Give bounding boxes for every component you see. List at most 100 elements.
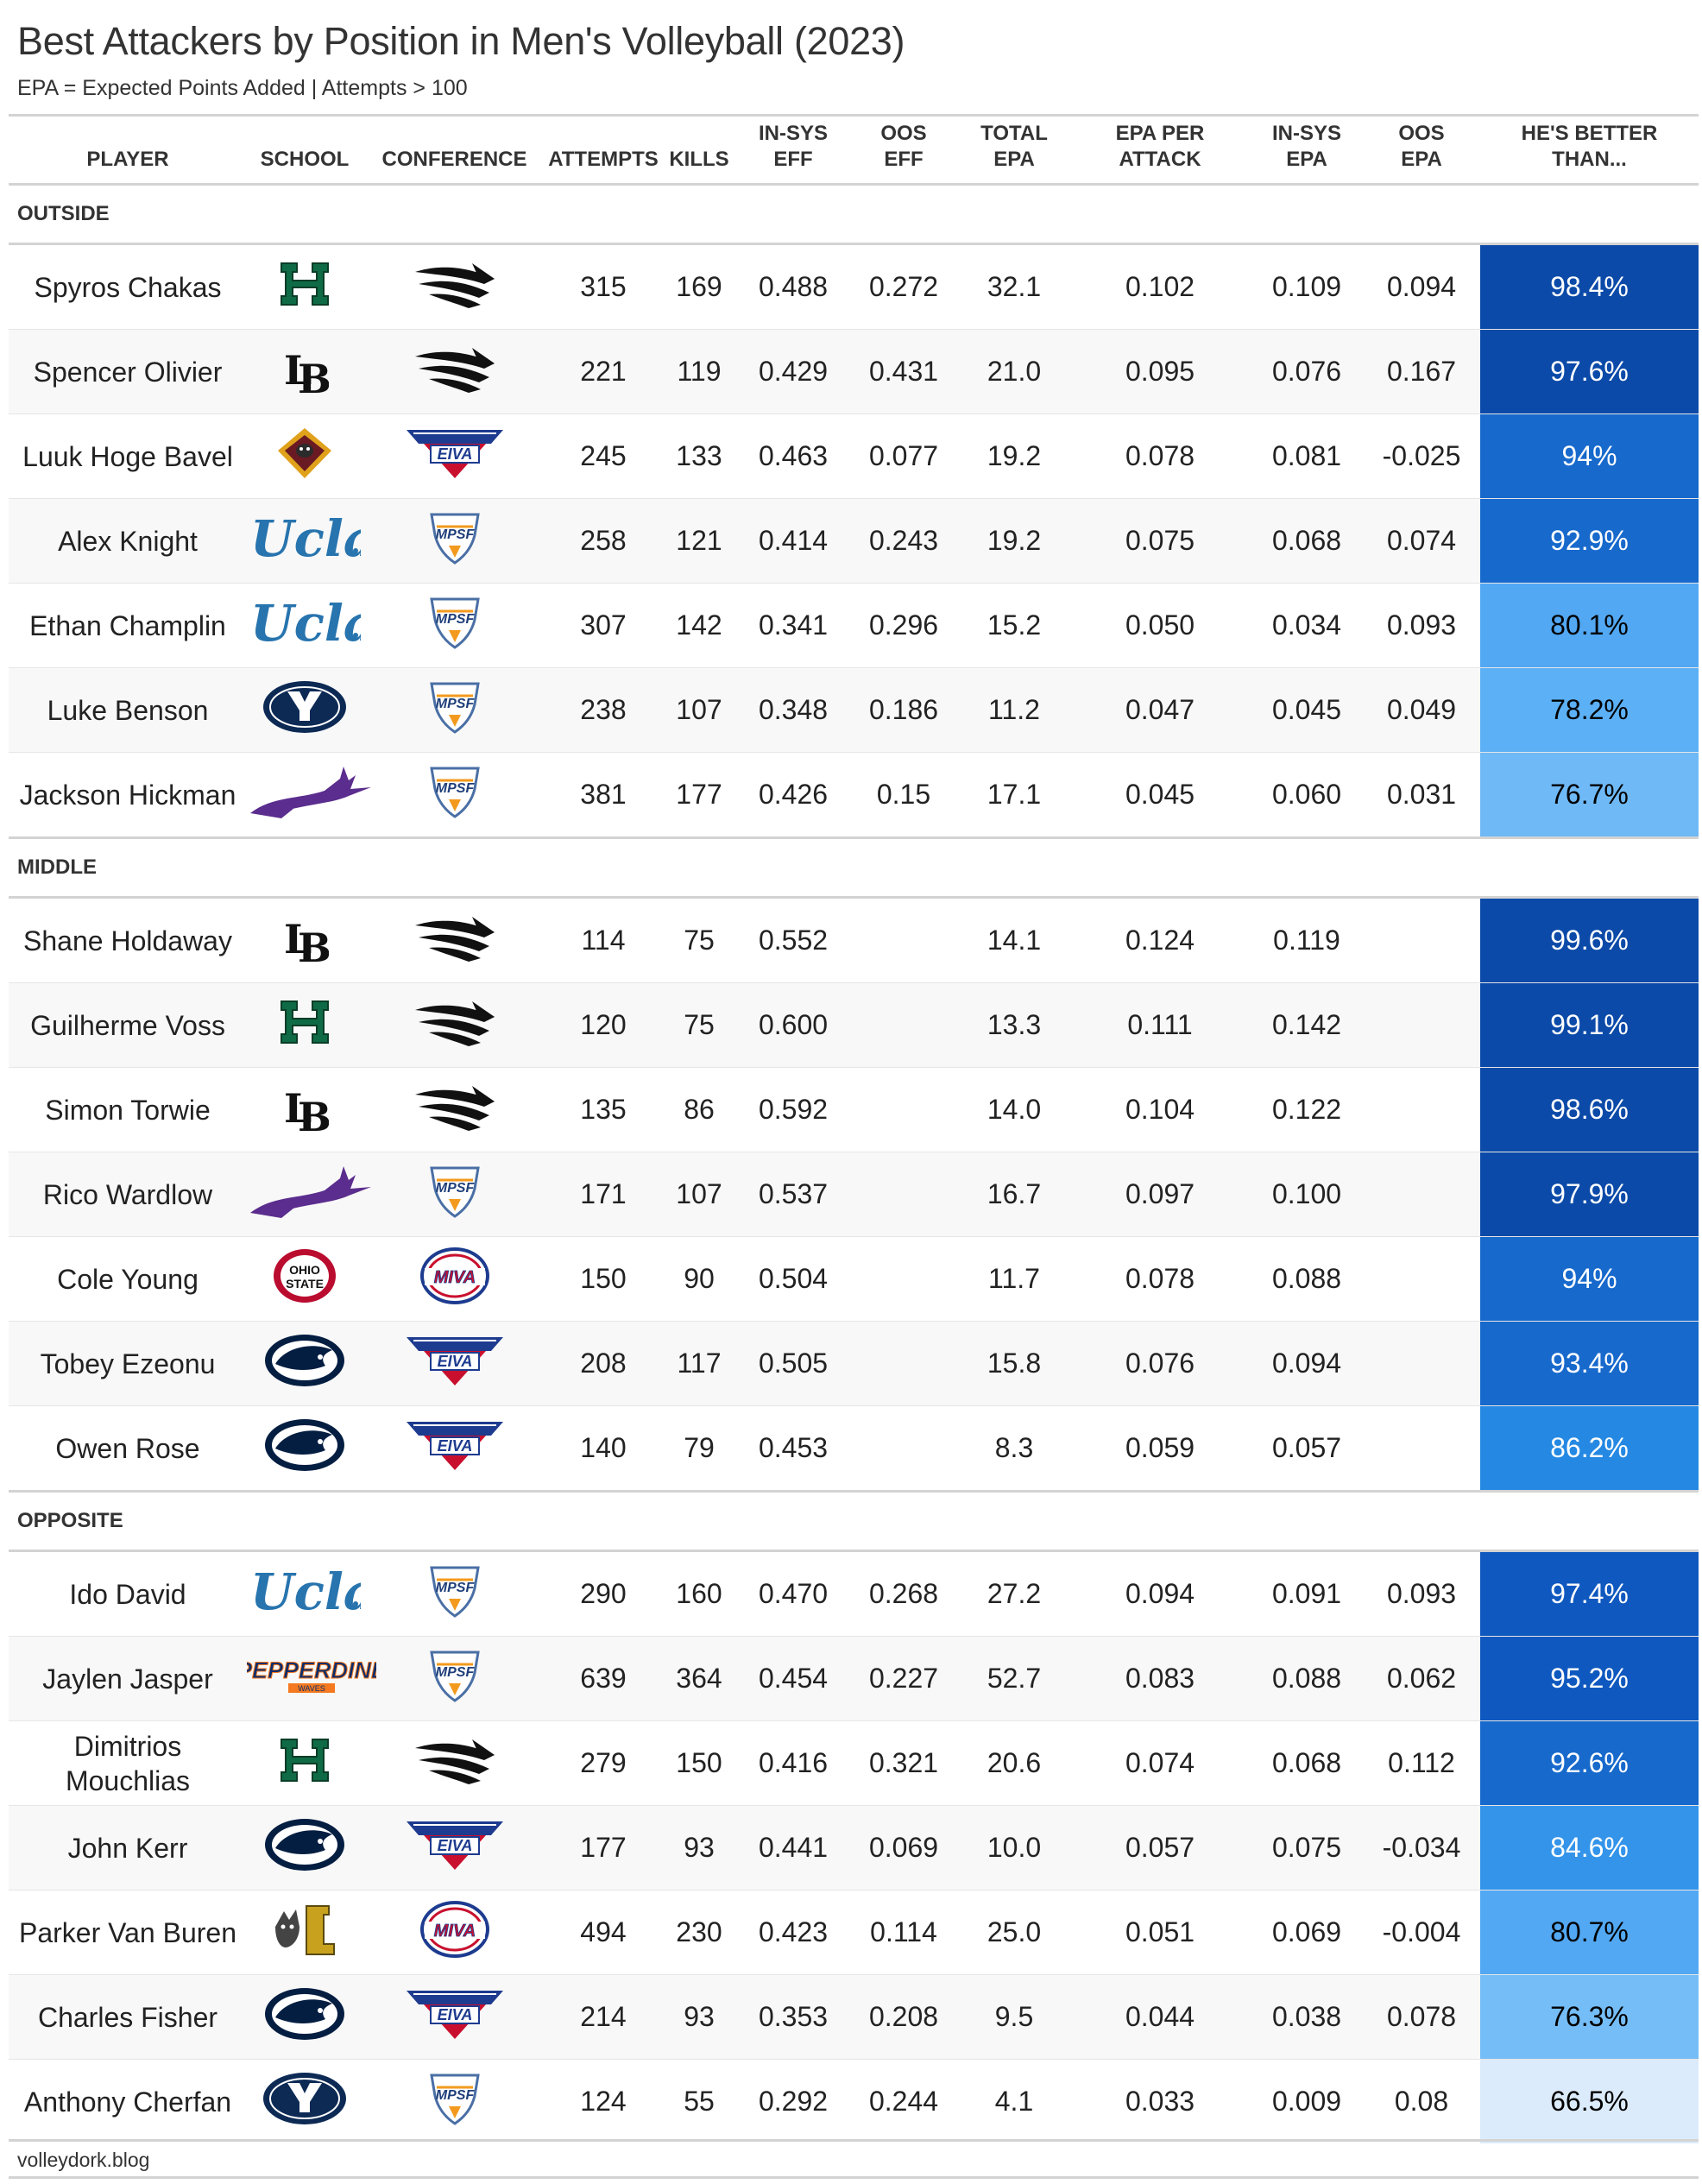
conference-cell: MPSF — [362, 1152, 546, 1237]
oos-eff-cell: 0.431 — [848, 329, 959, 414]
better-than-cell: 76.7% — [1480, 752, 1699, 838]
epa-per-cell: 0.033 — [1069, 2059, 1251, 2143]
attempts-cell: 208 — [546, 1321, 660, 1406]
oos-eff-cell — [848, 1321, 959, 1406]
svg-text:MPSF: MPSF — [435, 1181, 475, 1196]
insys-epa-cell: 0.034 — [1251, 583, 1363, 668]
group-label: OUTSIDE — [9, 183, 1699, 245]
svg-text:L: L — [284, 1085, 312, 1132]
attempts-cell: 124 — [546, 2059, 660, 2143]
oos-epa-cell: -0.025 — [1363, 413, 1480, 499]
miva-logo-icon: MIVA — [419, 1247, 490, 1311]
better-than-cell: 93.4% — [1480, 1321, 1699, 1406]
oos-epa-cell — [1363, 982, 1480, 1068]
table-row: Jackson Hickman MPSF 381 177 0.426 0.15 17.1 0.… — [9, 752, 1699, 838]
player-name: Alex Knight — [9, 498, 247, 584]
insys-eff-cell: 0.470 — [738, 1550, 848, 1637]
insys-eff-cell: 0.292 — [738, 2059, 848, 2143]
table-row: Guilherme Voss 120 75 0.600 13.3 0.111 0.142 99… — [9, 982, 1699, 1068]
ucla-logo-icon: Ucla — [249, 509, 376, 573]
insys-epa-cell: 0.122 — [1251, 1067, 1363, 1152]
insys-epa-cell: 0.094 — [1251, 1321, 1363, 1406]
attempts-cell: 177 — [546, 1805, 660, 1890]
total-epa-cell: 14.1 — [959, 897, 1069, 983]
hawaii-logo-icon — [274, 260, 335, 315]
col-header-insys-eff: IN-SYS EFF — [738, 121, 848, 186]
oos-eff-cell: 0.227 — [848, 1636, 959, 1721]
svg-text:PEPPERDINE: PEPPERDINE — [247, 1657, 376, 1683]
school-cell: Ucla — [247, 498, 376, 584]
col-header-epa-per-attack: EPA PER ATTACK — [1069, 121, 1251, 186]
mpsf-logo-icon: MPSF — [425, 763, 485, 827]
insys-epa-cell: 0.076 — [1251, 329, 1363, 414]
school-cell: PEPPERDINEWAVES — [236, 1636, 388, 1721]
school-cell: OHIO STATE — [247, 1236, 362, 1322]
table-row: Anthony Cherfan MPSF 124 55 0.292 0.244 4.1 0.0… — [9, 2059, 1699, 2143]
better-than-cell: 99.6% — [1480, 897, 1699, 983]
kills-cell: 177 — [660, 752, 738, 838]
total-epa-cell: 15.2 — [959, 583, 1069, 668]
conference-cell: EIVA — [362, 1405, 546, 1492]
kills-cell: 121 — [660, 498, 738, 584]
kills-cell: 160 — [660, 1550, 738, 1637]
attempts-cell: 315 — [546, 243, 660, 330]
better-than-cell: 92.6% — [1480, 1720, 1699, 1806]
kills-cell: 93 — [660, 1974, 738, 2060]
school-cell — [247, 1152, 371, 1237]
insys-eff-cell: 0.505 — [738, 1321, 848, 1406]
oos-epa-cell — [1363, 1067, 1480, 1152]
svg-text:EIVA: EIVA — [437, 2006, 472, 2023]
penn-state-logo-icon — [263, 1986, 346, 2048]
group-label: MIDDLE — [9, 836, 1699, 899]
table-row: Jaylen JasperPEPPERDINEWAVESMPSF6393640.… — [9, 1636, 1699, 1721]
table-row: Shane Holdaway L B 114 75 0.552 14.1 0.124 0.119… — [9, 897, 1699, 983]
conference-cell — [362, 329, 546, 414]
epa-per-cell: 0.047 — [1069, 667, 1251, 753]
group-header-row: OUTSIDE — [9, 183, 1699, 245]
table-row: Owen Rose EIVA 140 79 0.453 8.3 0.059 0.057 86.2… — [9, 1405, 1699, 1492]
attempts-cell: 221 — [546, 329, 660, 414]
table-body: OUTSIDE Spyros Chakas 315 169 0.488 0.272 32.1… — [9, 183, 1699, 2143]
insys-eff-cell: 0.353 — [738, 1974, 848, 2060]
eiva-logo-icon: EIVA — [405, 1816, 505, 1880]
attempts-cell: 214 — [546, 1974, 660, 2060]
total-epa-cell: 19.2 — [959, 498, 1069, 584]
player-name: Spyros Chakas — [9, 243, 247, 330]
conference-cell: MPSF — [362, 667, 546, 753]
conference-cell — [362, 1720, 546, 1806]
kills-cell: 230 — [660, 1890, 738, 1975]
penn-state-logo-icon — [263, 1817, 346, 1879]
oos-eff-cell: 0.077 — [848, 413, 959, 499]
oos-eff-cell — [848, 1152, 959, 1237]
total-epa-cell: 16.7 — [959, 1152, 1069, 1237]
conference-cell: MIVA — [362, 1890, 546, 1975]
big-west-logo-icon — [412, 912, 498, 970]
oos-eff-cell: 0.268 — [848, 1550, 959, 1637]
insys-epa-cell: 0.038 — [1251, 1974, 1363, 2060]
oos-eff-cell: 0.114 — [848, 1890, 959, 1975]
byu-logo-icon — [262, 2071, 348, 2133]
oos-epa-cell: -0.004 — [1363, 1890, 1480, 1975]
player-name: Dimitrios Mouchlias — [9, 1720, 247, 1806]
total-epa-cell: 11.2 — [959, 667, 1069, 753]
total-epa-cell: 25.0 — [959, 1890, 1069, 1975]
insys-epa-cell: 0.088 — [1251, 1636, 1363, 1721]
svg-text:Ucla: Ucla — [250, 594, 361, 651]
big-west-logo-icon — [412, 343, 498, 401]
player-name: Simon Torwie — [9, 1067, 247, 1152]
ucla-logo-icon: Ucla — [249, 1562, 376, 1626]
player-name: Tobey Ezeonu — [9, 1321, 247, 1406]
total-epa-cell: 21.0 — [959, 329, 1069, 414]
kills-cell: 93 — [660, 1805, 738, 1890]
group-header-row: MIDDLE — [9, 836, 1699, 899]
oos-eff-cell: 0.296 — [848, 583, 959, 668]
attempts-cell: 135 — [546, 1067, 660, 1152]
insys-eff-cell: 0.453 — [738, 1405, 848, 1492]
epa-per-cell: 0.074 — [1069, 1720, 1251, 1806]
col-header-oos-eff: OOS EFF — [848, 121, 959, 186]
total-epa-cell: 19.2 — [959, 413, 1069, 499]
better-than-cell: 80.7% — [1480, 1890, 1699, 1975]
svg-text:MPSF: MPSF — [435, 1581, 475, 1595]
total-epa-cell: 13.3 — [959, 982, 1069, 1068]
